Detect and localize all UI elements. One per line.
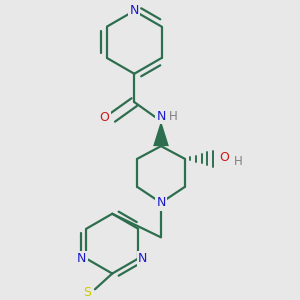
- Text: O: O: [99, 111, 109, 124]
- Text: H: H: [169, 110, 178, 123]
- Text: N: N: [77, 252, 86, 265]
- Text: N: N: [156, 196, 166, 209]
- Text: N: N: [130, 4, 139, 17]
- Text: O: O: [219, 151, 229, 164]
- Polygon shape: [153, 121, 169, 146]
- Text: H: H: [234, 155, 242, 168]
- Text: N: N: [138, 252, 148, 265]
- Text: S: S: [83, 286, 91, 299]
- Text: N: N: [156, 110, 166, 123]
